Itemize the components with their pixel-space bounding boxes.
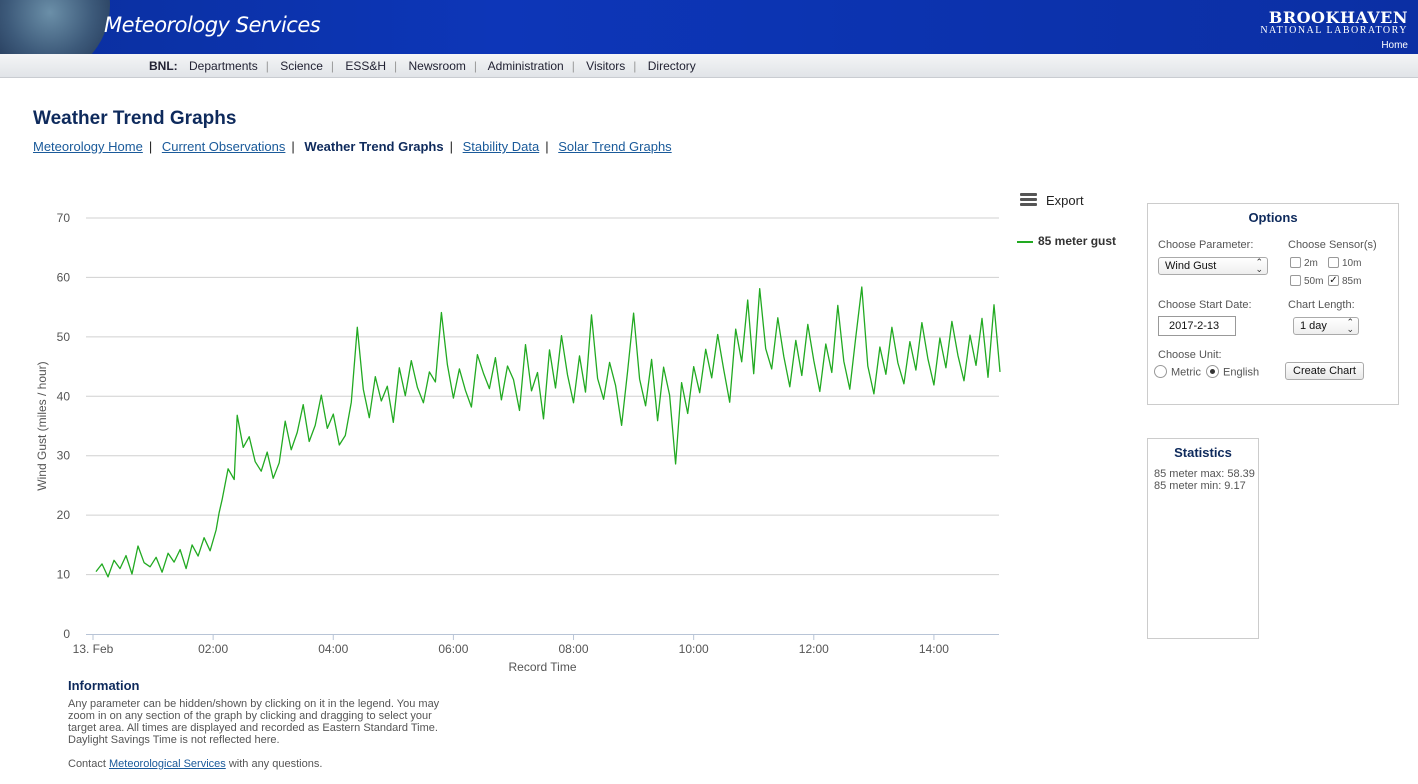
- unit-label: Choose Unit:: [1158, 349, 1222, 361]
- information-text: Any parameter can be hidden/shown by cli…: [68, 698, 440, 746]
- information-title: Information: [68, 678, 140, 693]
- export-menu-button[interactable]: Export: [1020, 193, 1084, 208]
- chart-length-value: 1 day: [1300, 320, 1327, 332]
- nav-directory[interactable]: Directory: [647, 59, 696, 73]
- subnav-weather-trend-graphs: Weather Trend Graphs: [304, 139, 444, 154]
- chart-svg[interactable]: 0 10 20 30 40 50 60 70 13. Feb 02:00 04:00 06:00 08:…: [0, 190, 1010, 690]
- select-arrows-icon: ⌃ ⌄: [1346, 317, 1354, 334]
- nav-essh[interactable]: ESS&H: [345, 59, 387, 73]
- subnav-current-observations[interactable]: Current Observations: [161, 139, 286, 154]
- x-tick-label: 10:00: [679, 642, 709, 656]
- x-tick-label: 06:00: [438, 642, 468, 656]
- options-panel: Options Choose Parameter: Wind Gust ⌃ ⌄ C…: [1147, 203, 1399, 405]
- unit-english-radio[interactable]: English: [1206, 365, 1259, 379]
- checkmark-icon[interactable]: ✓: [1328, 275, 1339, 286]
- nav-prefix: BNL:: [149, 59, 178, 73]
- nav-administration[interactable]: Administration: [487, 59, 564, 73]
- contact-line: Contact Meteorological Services with any…: [68, 758, 323, 770]
- sensor-50m-checkbox[interactable]: 50m: [1290, 275, 1323, 287]
- y-tick-label: 50: [57, 330, 71, 344]
- x-tick-label: 02:00: [198, 642, 228, 656]
- sensor-10m-checkbox[interactable]: 10m: [1328, 257, 1361, 269]
- bnl-logo[interactable]: BROOKHAVEN NATIONAL LABORATORY: [1260, 8, 1408, 36]
- sensors-label: Choose Sensor(s): [1288, 239, 1377, 251]
- stat-min: 85 meter min: 9.17: [1154, 480, 1246, 492]
- select-arrows-icon: ⌃ ⌄: [1255, 257, 1263, 274]
- nav-science[interactable]: Science: [280, 59, 323, 73]
- checkbox-icon[interactable]: [1328, 257, 1339, 268]
- statistics-title: Statistics: [1174, 445, 1232, 460]
- export-label: Export: [1046, 193, 1084, 208]
- x-tick-label: 08:00: [559, 642, 589, 656]
- wind-gust-chart[interactable]: 0 10 20 30 40 50 60 70 13. Feb 02:00 04:00 06:00 08:…: [0, 190, 1140, 690]
- x-axis-title: Record Time: [508, 660, 576, 674]
- chart-legend[interactable]: 85 meter gust: [1017, 234, 1116, 248]
- x-tick-label: 12:00: [799, 642, 829, 656]
- parameter-select[interactable]: Wind Gust ⌃ ⌄: [1158, 257, 1268, 275]
- create-chart-button[interactable]: Create Chart: [1285, 362, 1364, 380]
- legend-item-85m-gust[interactable]: 85 meter gust: [1038, 234, 1117, 248]
- sub-nav: Meteorology Home | Current Observations | …: [33, 139, 672, 154]
- y-tick-label: 60: [57, 270, 71, 284]
- logo-bottom-text: NATIONAL LABORATORY: [1260, 25, 1408, 36]
- site-header: Meteorology Services BROOKHAVEN NATIONAL…: [0, 0, 1418, 54]
- subnav-meteorology-home[interactable]: Meteorology Home: [33, 139, 143, 154]
- chart-length-select[interactable]: 1 day ⌃ ⌄: [1293, 317, 1359, 335]
- y-tick-label: 0: [63, 627, 70, 641]
- start-date-label: Choose Start Date:: [1158, 299, 1252, 311]
- legend-swatch: [1017, 240, 1033, 243]
- hamburger-menu-icon[interactable]: [1020, 193, 1037, 207]
- home-link[interactable]: Home: [1381, 40, 1408, 51]
- page-title: Weather Trend Graphs: [33, 108, 237, 129]
- series-line-85m-gust: [95, 286, 1001, 578]
- checkbox-icon[interactable]: [1290, 257, 1301, 268]
- bnl-nav-bar: BNL: Departments | Science | ESS&H | Newsro…: [0, 54, 1418, 78]
- x-tick-label: 04:00: [318, 642, 348, 656]
- y-tick-label: 40: [57, 389, 71, 403]
- nav-newsroom[interactable]: Newsroom: [408, 59, 466, 73]
- radio-icon[interactable]: [1154, 365, 1167, 378]
- x-tick-label: 13. Feb: [73, 642, 114, 656]
- x-tick-label: 14:00: [919, 642, 949, 656]
- site-title[interactable]: Meteorology Services: [104, 13, 321, 37]
- logo-top-text: BROOKHAVEN: [1268, 8, 1408, 27]
- y-tick-label: 30: [57, 449, 71, 463]
- y-axis-title: Wind Gust (miles / hour): [35, 361, 49, 490]
- y-tick-label: 20: [57, 508, 71, 522]
- sensor-85m-checkbox[interactable]: ✓ 85m: [1328, 275, 1362, 288]
- nav-departments[interactable]: Departments: [189, 59, 258, 73]
- nav-visitors[interactable]: Visitors: [586, 59, 626, 73]
- start-date-input[interactable]: 2017-2-13: [1158, 316, 1236, 336]
- parameter-label: Choose Parameter:: [1158, 239, 1254, 251]
- checkbox-icon[interactable]: [1290, 275, 1301, 286]
- options-title: Options: [1248, 210, 1298, 225]
- y-tick-label: 10: [57, 568, 71, 582]
- subnav-solar-trend-graphs[interactable]: Solar Trend Graphs: [558, 139, 672, 154]
- y-tick-label: 70: [57, 211, 71, 225]
- chart-length-label: Chart Length:: [1288, 299, 1355, 311]
- sensor-2m-checkbox[interactable]: 2m: [1290, 257, 1318, 269]
- contact-link[interactable]: Meteorological Services: [108, 758, 226, 770]
- stat-max: 85 meter max: 58.39: [1154, 468, 1255, 480]
- earth-globe-image: [0, 0, 110, 54]
- radio-selected-icon[interactable]: [1206, 365, 1219, 378]
- parameter-select-value: Wind Gust: [1165, 260, 1217, 272]
- unit-metric-radio[interactable]: Metric: [1154, 365, 1201, 379]
- statistics-panel: Statistics 85 meter max: 58.39 85 meter …: [1147, 438, 1259, 639]
- subnav-stability-data[interactable]: Stability Data: [462, 139, 540, 154]
